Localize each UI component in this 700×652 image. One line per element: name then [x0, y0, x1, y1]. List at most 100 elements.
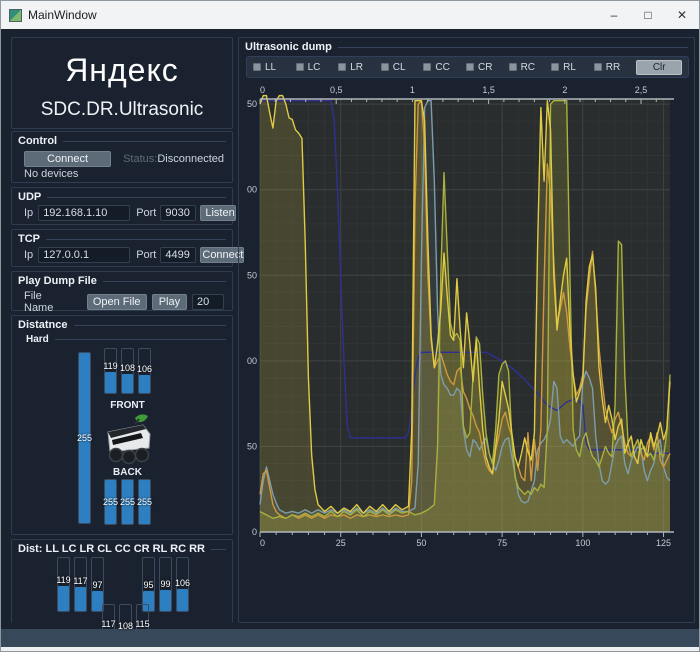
checkbox-icon[interactable] — [465, 63, 474, 71]
distance-bar: 119 — [103, 348, 118, 394]
bar-value: 255 — [119, 497, 136, 507]
play-button[interactable]: Play — [151, 294, 187, 310]
title-bar: MainWindow – □ ✕ — [1, 1, 699, 29]
listen-button[interactable]: Listen — [200, 205, 237, 221]
legend-label: CR — [477, 61, 493, 73]
tcp-port-input[interactable] — [160, 247, 197, 263]
distance-bar: 97 — [91, 557, 104, 612]
distance-bar-fill — [122, 374, 133, 393]
front-bars: 119 108 106 — [103, 348, 152, 394]
bar-value: 117 — [73, 575, 88, 586]
window-bottom-edge — [1, 647, 699, 651]
dist-row1-right: 95 99 106 — [142, 557, 191, 612]
bar-value: 108 — [119, 363, 136, 374]
series-line-LC — [259, 100, 671, 520]
udp-ip-input[interactable] — [38, 205, 131, 221]
minimize-button[interactable]: – — [610, 8, 618, 22]
tcp-ip-input[interactable] — [38, 247, 131, 263]
file-name-label: File Name — [24, 290, 54, 314]
udp-port-input[interactable] — [160, 205, 197, 221]
chart-title: Ultrasonic dump — [239, 38, 694, 53]
legend-item-LC[interactable]: LC — [295, 61, 339, 73]
bar-value: 117 — [101, 618, 116, 629]
legend-item-LR[interactable]: LR — [338, 62, 381, 73]
bar-value: 255 — [76, 433, 93, 443]
close-button[interactable]: ✕ — [676, 8, 688, 22]
distance-bar: 119 — [56, 557, 71, 612]
rover-robot-image — [107, 414, 151, 465]
bar-value: 115 — [135, 619, 150, 630]
distance-bar: 255 — [102, 479, 119, 525]
checkbox-icon[interactable] — [508, 63, 517, 71]
tcp-connect-button[interactable]: Connect — [200, 247, 245, 263]
legend-item-RL[interactable]: RL — [551, 62, 594, 73]
back-bars: 255 255 255 — [102, 479, 153, 525]
legend-item-CC[interactable]: CC — [423, 62, 466, 73]
control-box: Control Connect Status: Disconnected No … — [11, 131, 233, 183]
distance-bar-fill — [177, 588, 188, 611]
distance-bar: 255 — [76, 352, 93, 524]
series-fill-LR — [260, 100, 670, 533]
chart-area: 0 0,5 1 1,5 2 2,5 0 25 50 75 100 125 0 50 100 150 200 250 — [242, 82, 692, 560]
yandex-logo: Яндекс — [65, 52, 179, 88]
tcp-ip-label: Ip — [24, 249, 34, 261]
bar-value: 106 — [174, 577, 191, 588]
bottom-axis-label: 100 — [575, 538, 590, 548]
back-label: BACK — [113, 467, 142, 478]
y-axis-label: 150 — [247, 270, 257, 280]
bottom-axis-label: 25 — [336, 538, 346, 548]
maximize-button[interactable]: □ — [644, 8, 652, 22]
distance-bar-fill — [160, 590, 171, 611]
top-axis-label: 0,5 — [330, 85, 343, 95]
legend-label: LL — [265, 61, 277, 73]
bar-value: 119 — [103, 361, 118, 372]
distance-bar-fill — [92, 590, 103, 611]
distance-bar: 106 — [174, 557, 191, 612]
play-speed-input[interactable] — [192, 294, 224, 310]
clear-button[interactable]: Clr — [636, 59, 682, 75]
distance-bar-fill — [75, 586, 86, 611]
bottom-axis-label: 125 — [656, 538, 671, 548]
connect-button[interactable]: Connect — [24, 151, 112, 167]
checkbox-icon[interactable] — [423, 63, 432, 71]
udp-title: UDP — [12, 188, 232, 203]
y-axis-label: 250 — [247, 99, 257, 109]
legend-strip: LL LC LR CL CC CR RC RL RR Clr — [246, 56, 689, 78]
top-axis-label: 1 — [410, 85, 415, 95]
distance-bar: 106 — [137, 348, 152, 394]
window-title: MainWindow — [28, 8, 97, 22]
distance-bar-fill — [122, 480, 133, 524]
checkbox-icon[interactable] — [253, 63, 261, 71]
checkbox-icon[interactable] — [593, 63, 602, 71]
y-axis-label: 50 — [247, 441, 257, 451]
checkbox-icon[interactable] — [295, 63, 304, 71]
status-value: Disconnected — [157, 153, 224, 165]
distance-bar-fill — [105, 372, 116, 393]
legend-item-LL[interactable]: LL — [253, 62, 296, 73]
distance-bar: 108 — [119, 348, 136, 394]
distance-bar-fill — [139, 480, 150, 524]
dist-grid-title: Dist: LL LC LR CL CC CR RL RC RR — [12, 540, 232, 555]
status-label: Status: — [123, 153, 158, 165]
distance-bar-fill — [143, 591, 154, 611]
bar-value: 255 — [136, 497, 153, 507]
legend-label: LC — [307, 61, 321, 73]
devices-text: No devices — [24, 168, 79, 180]
hard-label: Hard — [12, 331, 232, 345]
open-file-button[interactable]: Open File — [86, 294, 147, 310]
legend-item-CL[interactable]: CL — [380, 62, 424, 73]
legend-item-CR[interactable]: CR — [465, 61, 509, 73]
checkbox-icon[interactable] — [338, 63, 347, 71]
legend-item-RR[interactable]: RR — [593, 61, 637, 73]
dist-grid-box: Dist: LL LC LR CL CC CR RL RC RR 119 117 9… — [11, 539, 233, 651]
bar-value: 255 — [102, 497, 119, 507]
control-title: Control — [12, 132, 232, 147]
checkbox-icon[interactable] — [551, 63, 560, 71]
series-line-CL — [259, 100, 671, 514]
legend-item-RC[interactable]: RC — [508, 62, 552, 73]
distance-bar-fill — [139, 374, 150, 393]
legend-label: RR — [605, 61, 621, 73]
distance-bar-fill — [58, 586, 69, 611]
checkbox-icon[interactable] — [380, 63, 389, 71]
